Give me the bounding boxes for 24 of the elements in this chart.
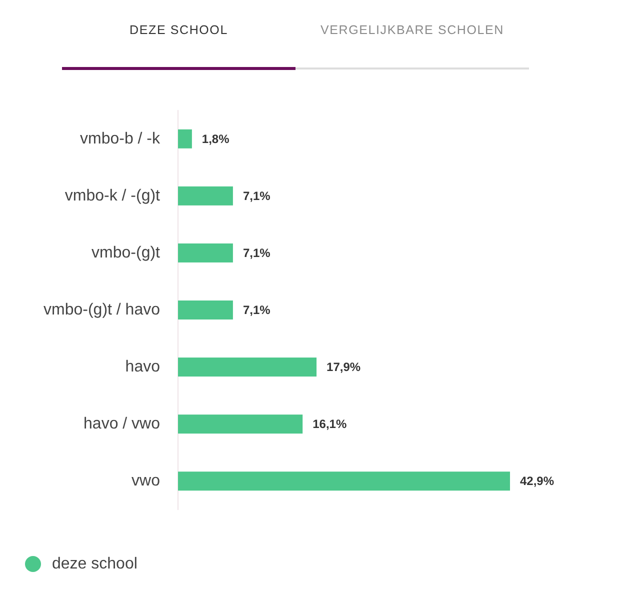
bar <box>178 358 317 377</box>
bar <box>178 414 303 434</box>
y-tick-label: vwo <box>132 472 160 490</box>
y-tick-label: havo / vwo <box>84 416 160 433</box>
bar <box>178 472 510 491</box>
bar <box>178 243 233 262</box>
data-label: 7,1% <box>242 246 271 260</box>
y-tick-label: vmbo-b / -k <box>80 130 161 148</box>
y-tick-label: vmbo-(g)t / havo <box>44 302 160 318</box>
data-label: 42,9% <box>520 474 554 488</box>
legend-label: deze school <box>52 556 138 572</box>
y-tick-label: vmbo-(g)t <box>92 244 161 262</box>
y-tick-label: vmbo-k / -(g)t <box>64 187 161 204</box>
bar <box>178 129 192 148</box>
data-label: 7,1% <box>242 303 271 317</box>
data-label: 17,9% <box>326 360 361 374</box>
data-label: 1,8% <box>202 132 230 146</box>
text: DEZE SCHOOL <box>130 23 228 37</box>
bar <box>178 300 233 320</box>
text: VERGELIJKBARE SCHOLEN <box>320 23 504 37</box>
data-label: 7,1% <box>242 188 271 203</box>
data-label: 16,1% <box>312 417 347 432</box>
bar <box>178 186 233 206</box>
y-tick-label: havo <box>125 358 160 376</box>
